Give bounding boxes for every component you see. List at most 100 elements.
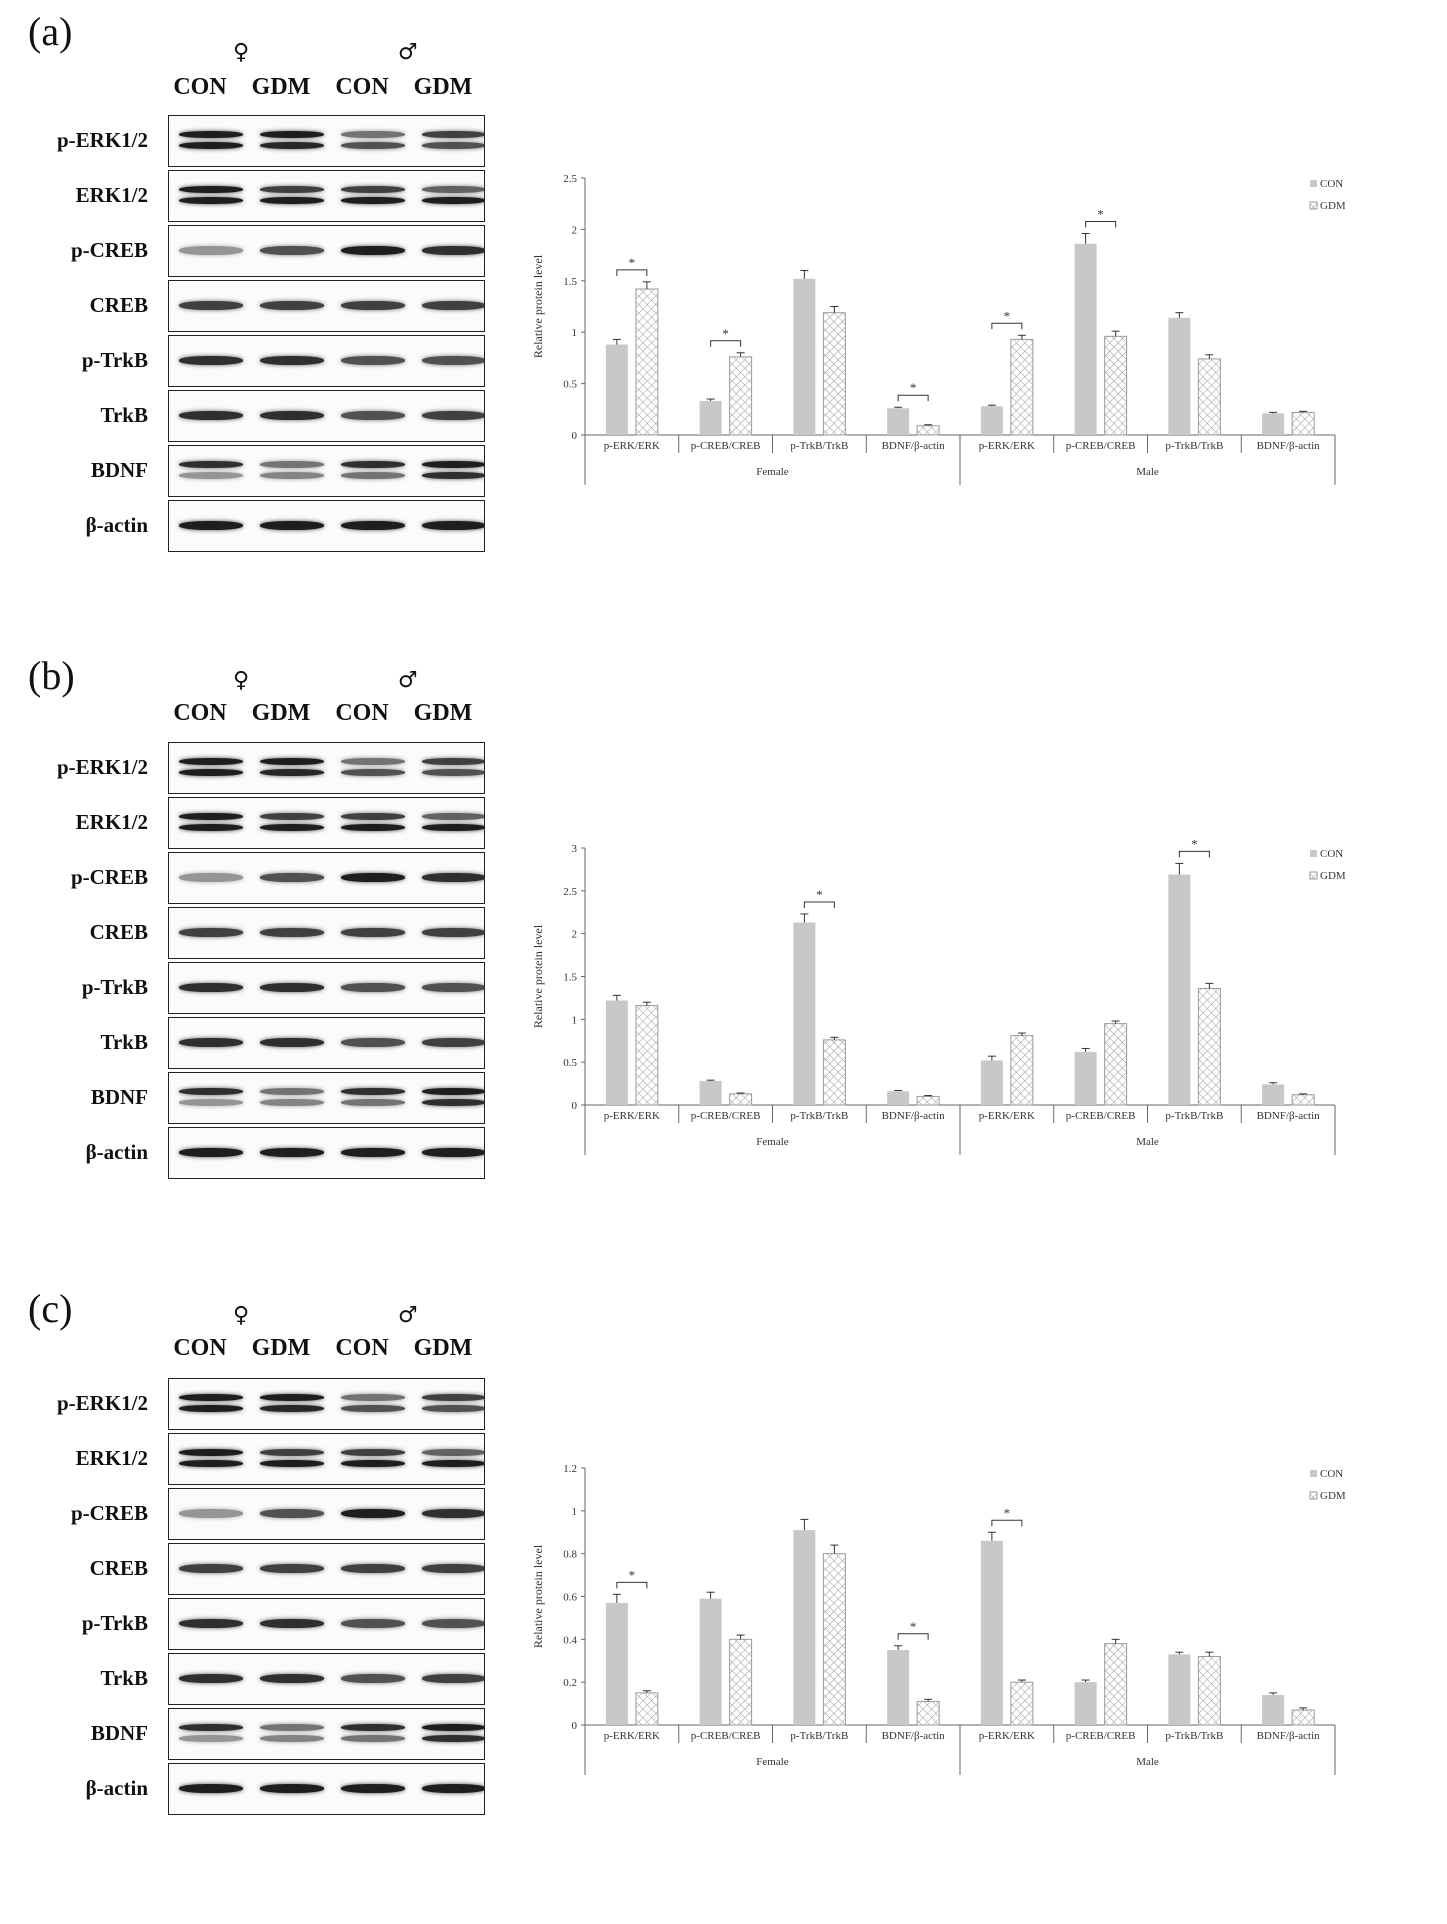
bar-con [887,408,910,435]
significance-bracket [616,269,648,276]
y-tick-label: 1 [572,1506,578,1518]
x-tick-label: BDNF/β-actin [882,1110,946,1122]
significance-bracket [616,1581,648,1589]
lane-header: GDM [251,74,311,100]
blot-band [260,472,324,479]
blot-band [179,142,243,149]
y-tick-label: 0.5 [563,379,577,391]
blot-band [260,1564,324,1573]
blot-band [179,1619,243,1628]
blot-row-label: p-TrkB [81,1611,148,1635]
blot-band [341,1724,405,1731]
bar-gdm [729,356,753,436]
legend-swatch [1309,1491,1318,1500]
bar-gdm [1104,1023,1128,1106]
y-tick-label: 1.2 [563,1463,577,1475]
blot-band [179,1449,243,1456]
bar-gdm [1291,1709,1315,1726]
group-label: Male [1136,1136,1159,1148]
bar-con [793,922,816,1105]
blot-band [422,521,484,530]
significance-bracket [1085,221,1117,228]
blot-band [179,928,243,937]
significance-mark: * [816,887,823,902]
blot-band [341,246,405,255]
blot-band [341,1148,405,1157]
significance-mark: * [629,255,636,270]
blot-band [341,1405,405,1412]
blot-band [341,983,405,992]
bar-con [793,1530,816,1725]
blot-image [168,445,485,497]
bar-gdm [635,288,659,436]
bar-gdm [729,1638,753,1726]
blot-band [341,1564,405,1573]
significance-mark: * [910,380,917,395]
lane-header: GDM [413,1335,473,1361]
blot-band [341,186,405,193]
male-symbol: ♂ [398,668,418,693]
bar-con [1074,243,1097,435]
blot-image [168,1543,485,1595]
blot-image [168,390,485,442]
blot-band [422,1784,484,1793]
blot-band [260,1619,324,1628]
blot-band [260,197,324,204]
panel-label: (a) [28,9,73,54]
y-tick-label: 0.5 [563,1057,577,1069]
bar-con [1168,1654,1191,1725]
bar-gdm [1010,1035,1034,1106]
blot-band [260,301,324,310]
x-tick-label: p-CREB/CREB [1066,440,1136,452]
blot-band [422,142,484,149]
blot-row-label: CREB [89,920,148,944]
blot-image [168,115,485,167]
blot-band [179,758,243,765]
x-tick-label: p-CREB/CREB [1066,1110,1136,1122]
blot-band [422,197,484,204]
x-tick-label: p-TrkB/TrkB [1165,1730,1223,1742]
blot-image [168,225,485,277]
bar-con [1168,874,1191,1105]
blot-band [179,1735,243,1742]
x-tick-label: BDNF/β-actin [882,440,946,452]
blot-band [179,1460,243,1467]
blot-image [168,1708,485,1760]
legend-swatch [1309,871,1318,880]
blot-band [341,1088,405,1095]
blot-band [179,983,243,992]
blot-image [168,500,485,552]
blot-band [179,1148,243,1157]
blot-row-label: p-ERK1/2 [56,1391,148,1415]
bar-gdm [1197,987,1221,1106]
blot-band [341,1460,405,1467]
legend-label: GDM [1320,870,1346,882]
bar-gdm [1010,1681,1034,1726]
blot-band [341,824,405,831]
blot-band [260,824,324,831]
bar-con [1074,1051,1097,1105]
blot-row-label: TrkB [100,1030,148,1054]
x-tick-label: p-CREB/CREB [691,1110,761,1122]
bar-con [699,401,722,435]
blot-band [422,356,484,365]
x-tick-label: p-CREB/CREB [1066,1730,1136,1742]
male-symbol: ♂ [398,1303,418,1328]
lane-header: CON [173,700,227,726]
blot-image [168,1072,485,1124]
blot-band [341,769,405,776]
x-tick-label: p-TrkB/TrkB [790,440,848,452]
blot-row-label: p-TrkB [81,348,148,372]
blot-band [341,1394,405,1401]
blot-band [341,1099,405,1106]
x-tick-label: BDNF/β-actin [1257,1110,1321,1122]
blot-band [341,356,405,365]
blot-band [179,472,243,479]
blot-band [179,461,243,468]
significance-bracket [710,340,742,347]
blot-image [168,742,485,794]
legend-swatch [1310,180,1317,187]
bar-con [980,406,1003,435]
x-tick-label: p-ERK/ERK [979,1110,1035,1122]
blot-band [422,1509,484,1518]
